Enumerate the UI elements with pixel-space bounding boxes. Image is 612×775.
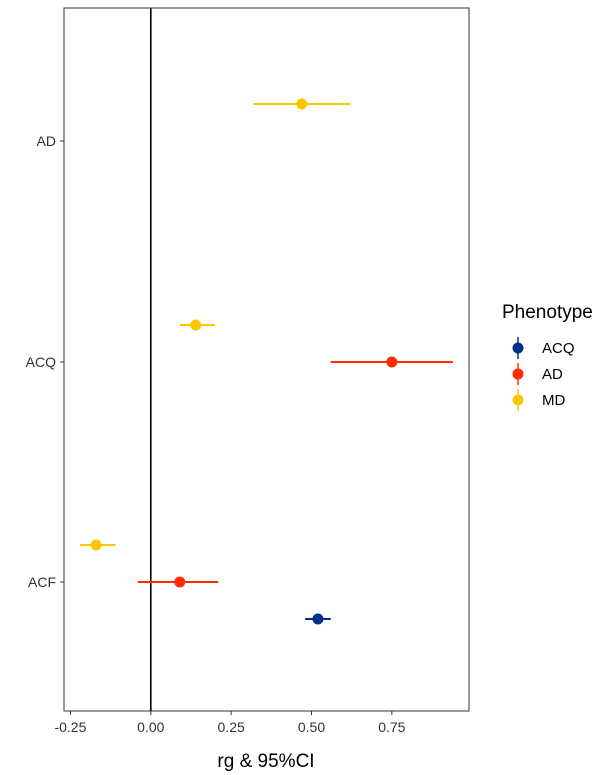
marks-layer: [80, 98, 453, 625]
legend-item-acq: ACQ: [512, 337, 575, 359]
point-md: [190, 319, 202, 331]
point-acq: [312, 613, 324, 625]
legend-label: ACQ: [542, 340, 575, 357]
plot-panel: [63, 7, 470, 712]
axis-layer: -0.25 0.00 0.25 0.50 0.75 AD ACQ ACF: [26, 8, 406, 735]
legend-label: AD: [542, 366, 563, 383]
legend-key-point: [512, 342, 524, 354]
x-axis-title: rg & 95%CI: [217, 751, 314, 772]
legend-key-point: [512, 368, 524, 380]
x-tick-label: 0.00: [137, 719, 164, 735]
point-md: [90, 539, 102, 551]
point-ad: [386, 356, 398, 368]
legend-item-md: MD: [512, 389, 565, 411]
y-tick-label: ACF: [28, 574, 56, 590]
x-tick-label: -0.25: [54, 719, 86, 735]
legend-item-ad: AD: [512, 363, 563, 385]
x-tick-label: 0.25: [218, 719, 245, 735]
x-tick-label: 0.75: [378, 719, 405, 735]
y-tick-label: ACQ: [26, 354, 56, 370]
legend-label: MD: [542, 392, 565, 409]
y-tick-label: AD: [37, 133, 56, 149]
x-tick-label: 0.50: [298, 719, 325, 735]
legend-key-point: [512, 394, 524, 406]
point-ad: [174, 576, 186, 588]
point-md: [296, 98, 308, 110]
legend-title: Phenotype: [502, 302, 593, 323]
legend-items: ACQ AD MD: [512, 337, 575, 411]
legend: Phenotype ACQ AD MD: [502, 302, 593, 411]
